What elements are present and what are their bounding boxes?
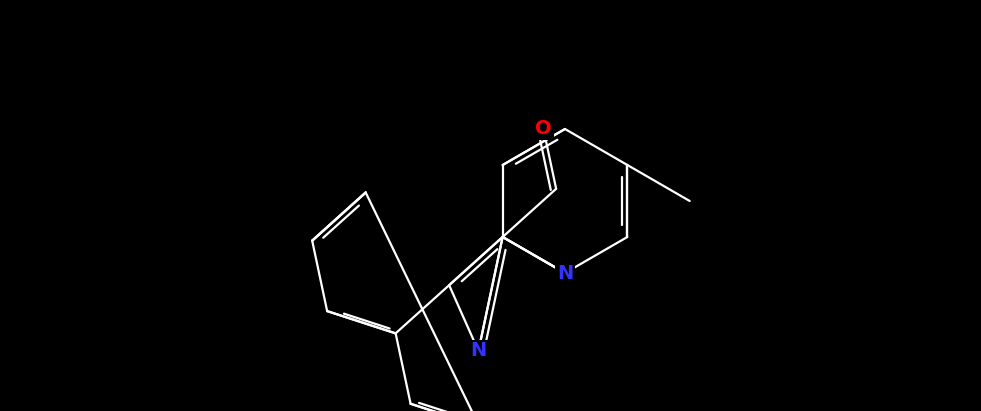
- Text: N: N: [470, 342, 487, 360]
- Text: O: O: [535, 120, 551, 139]
- Text: N: N: [557, 263, 573, 282]
